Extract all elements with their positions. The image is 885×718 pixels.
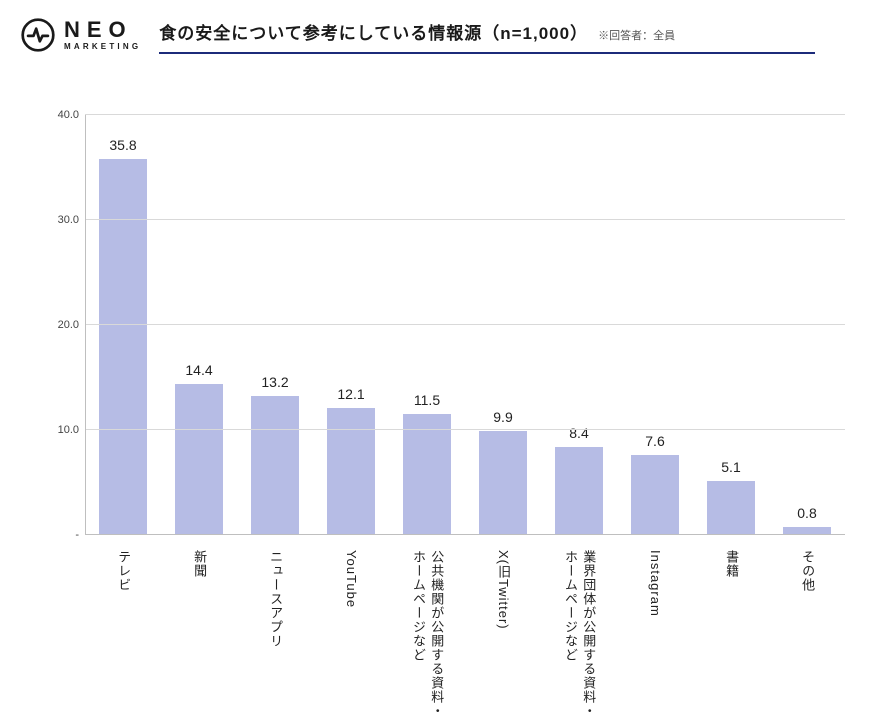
bar-slot: 8.4	[541, 115, 617, 535]
bar-value-label: 13.2	[237, 374, 313, 390]
bar-slot: 5.1	[693, 115, 769, 535]
x-axis-line	[85, 534, 845, 535]
x-axis-label: テレビ	[114, 545, 132, 700]
bar-value-label: 12.1	[313, 386, 389, 402]
bar-value-label: 11.5	[389, 392, 465, 408]
x-axis-labels: テレビ 新聞 ニュースアプリ YouTube 公共機関が公開する資料・ ホームページなど…	[85, 545, 845, 700]
grid-line	[85, 324, 845, 325]
x-axis-label: 公共機関が公開する資料・ ホームページなど	[409, 545, 445, 700]
x-label-slot: 公共機関が公開する資料・ ホームページなど	[389, 545, 465, 700]
bar-value-label: 0.8	[769, 505, 845, 521]
grid-line	[85, 114, 845, 115]
bar-value-label: 35.8	[85, 137, 161, 153]
y-axis-line	[85, 115, 86, 535]
x-axis-label: その他	[798, 545, 816, 700]
bar-slot: 13.2	[237, 115, 313, 535]
x-label-slot: 業界団体が公開する資料・ ホームページなど	[541, 545, 617, 700]
logo-main: NEO	[64, 19, 141, 41]
x-label-slot: 書籍	[693, 545, 769, 700]
bar	[327, 408, 374, 535]
bar-slot: 12.1	[313, 115, 389, 535]
bar-slot: 35.8	[85, 115, 161, 535]
x-axis-label: X(旧Twitter)	[494, 545, 512, 700]
bar-value-label: 7.6	[617, 433, 693, 449]
chart-note: ※回答者：全員	[598, 27, 675, 43]
bar	[403, 414, 450, 535]
bars-container: 35.8 14.413.212.111.59.98.47.65.1 0.8	[85, 115, 845, 535]
logo-text: NEO MARKETING	[64, 19, 141, 51]
y-tick-label: 30.0	[58, 214, 79, 226]
x-axis-label: 業界団体が公開する資料・ ホームページなど	[561, 545, 597, 700]
bar-slot: 14.4	[161, 115, 237, 535]
y-tick-label: -	[75, 529, 79, 541]
bar-value-label: 8.4	[541, 425, 617, 441]
x-axis-label: YouTube	[342, 545, 360, 700]
y-tick-label: 10.0	[58, 424, 79, 436]
x-label-slot: 新聞	[161, 545, 237, 700]
x-label-slot: ニュースアプリ	[237, 545, 313, 700]
bar-slot: 0.8	[769, 115, 845, 535]
y-tick-label: 40.0	[58, 109, 79, 121]
plot-area: 35.8 14.413.212.111.59.98.47.65.1 0.8	[85, 115, 845, 535]
grid-line	[85, 429, 845, 430]
title-underline	[159, 52, 815, 54]
logo: NEO MARKETING	[20, 17, 141, 53]
x-axis-label: 書籍	[722, 545, 740, 700]
logo-sub: MARKETING	[64, 43, 141, 51]
x-label-slot: X(旧Twitter)	[465, 545, 541, 700]
y-tick-label: 20.0	[58, 319, 79, 331]
y-axis: -10.020.030.040.0	[50, 115, 85, 535]
bar-value-label: 9.9	[465, 409, 541, 425]
logo-pulse-icon	[20, 17, 56, 53]
grid-line	[85, 219, 845, 220]
header: NEO MARKETING 食の安全について参考にしている情報源（n=1,000…	[0, 0, 885, 54]
x-label-slot: テレビ	[85, 545, 161, 700]
bar	[175, 384, 222, 535]
x-label-slot: Instagram	[617, 545, 693, 700]
x-axis-label: 新聞	[190, 545, 208, 700]
bar-slot: 11.5	[389, 115, 465, 535]
bar-slot: 9.9	[465, 115, 541, 535]
bar-value-label: 5.1	[693, 459, 769, 475]
bar-chart: - 10.0 20.0 30.0 40.0 35.8 14.413.212.111.59.…	[50, 100, 850, 545]
bar	[99, 159, 146, 535]
x-label-slot: その他	[769, 545, 845, 700]
chart-title: 食の安全について参考にしている情報源（n=1,000）	[159, 19, 588, 44]
bar	[251, 396, 298, 535]
bar	[707, 481, 754, 535]
bar	[479, 431, 526, 535]
title-wrap: 食の安全について参考にしている情報源（n=1,000） ※回答者：全員	[159, 15, 865, 54]
x-axis-label: ニュースアプリ	[266, 545, 284, 700]
x-label-slot: YouTube	[313, 545, 389, 700]
bar-slot: 7.6	[617, 115, 693, 535]
bar	[555, 447, 602, 535]
bar-value-label: 14.4	[161, 362, 237, 378]
x-axis-label: Instagram	[646, 545, 664, 700]
bar	[631, 455, 678, 535]
